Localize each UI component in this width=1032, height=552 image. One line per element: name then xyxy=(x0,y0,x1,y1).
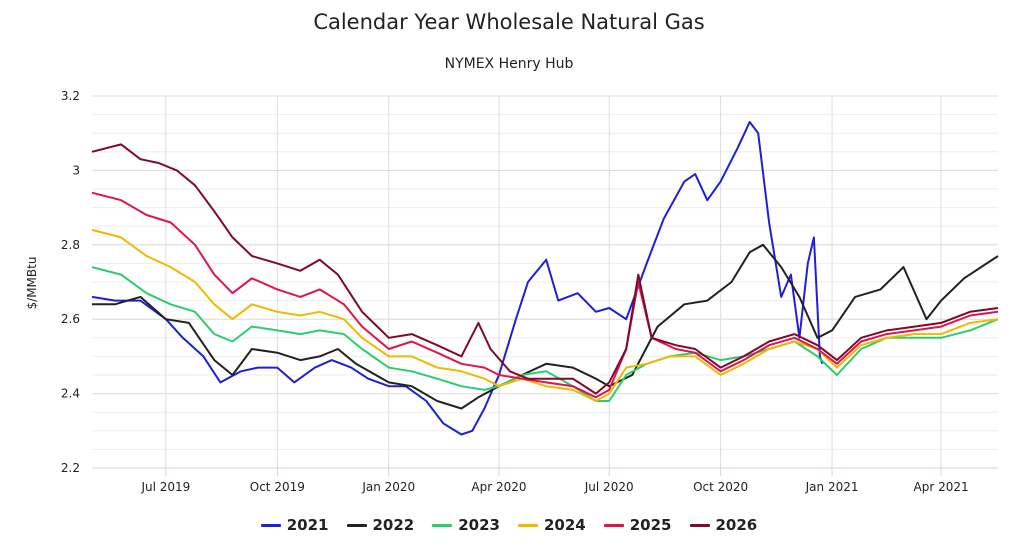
legend-swatch xyxy=(346,523,367,527)
grid-layer xyxy=(92,95,998,469)
y-tick-label: 2.4 xyxy=(61,387,80,401)
legend-swatch xyxy=(689,523,710,527)
legend-swatch xyxy=(260,523,281,527)
legend-item-2025[interactable]: 2025 xyxy=(603,516,672,534)
legend-label: 2024 xyxy=(544,516,586,534)
y-tick-label: 3 xyxy=(72,163,80,177)
chart-title: Calendar Year Wholesale Natural Gas xyxy=(313,10,705,34)
legend-item-2022[interactable]: 2022 xyxy=(346,516,415,534)
series-line-2024 xyxy=(91,228,999,402)
legend-swatch xyxy=(603,523,624,527)
legend-swatch xyxy=(518,523,538,527)
x-tick-label: Oct 2020 xyxy=(693,480,748,494)
x-tick-label: Apr 2020 xyxy=(471,480,526,494)
legend-swatch xyxy=(432,523,453,527)
axis-layer: 2.2 2.4 2.6 2.8 3 3.2 Jul 2019 Oct 2019 Jan 2020… xyxy=(61,89,998,494)
y-tick-label: 2.6 xyxy=(61,312,80,326)
y-tick-label: 2.2 xyxy=(61,461,80,475)
x-tick-label: Jul 2019 xyxy=(140,480,190,494)
y-tick-label: 2.8 xyxy=(61,238,80,252)
series-line-2025 xyxy=(91,191,999,399)
legend-item-2026[interactable]: 2026 xyxy=(689,516,758,534)
chart-subtitle: NYMEX Henry Hub xyxy=(444,56,574,72)
legend-label: 2026 xyxy=(715,516,758,534)
x-tick-label: Jan 2021 xyxy=(805,480,859,494)
x-tick-label: Jan 2020 xyxy=(361,480,415,494)
series-line-2021 xyxy=(91,121,824,436)
legend-label: 2023 xyxy=(458,516,500,534)
series-layer xyxy=(91,121,999,436)
x-tick-label: Jul 2020 xyxy=(584,480,634,494)
y-axis-label: $/MMBtu xyxy=(25,257,39,310)
series-line-2023 xyxy=(91,266,999,402)
legend-label: 2025 xyxy=(629,516,672,534)
chart-legend: 2021 2022 2023 2024 2025 2026 xyxy=(0,516,1018,534)
legend-label: 2022 xyxy=(372,516,415,534)
series-line-2026 xyxy=(91,143,999,395)
y-tick-label: 3.2 xyxy=(61,89,80,103)
series-line-2022 xyxy=(92,243,999,410)
legend-item-2024[interactable]: 2024 xyxy=(518,516,586,534)
x-tick-label: Oct 2019 xyxy=(250,480,305,494)
legend-item-2023[interactable]: 2023 xyxy=(432,516,500,534)
x-tick-label: Apr 2021 xyxy=(914,480,969,494)
legend-label: 2021 xyxy=(286,516,329,534)
legend-item-2021[interactable]: 2021 xyxy=(260,516,329,534)
